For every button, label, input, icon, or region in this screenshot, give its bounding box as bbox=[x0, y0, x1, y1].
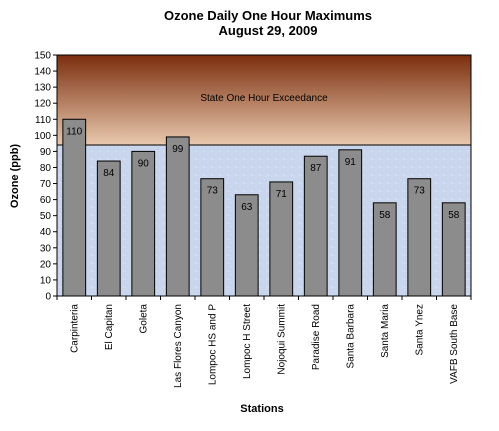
y-tick-label: 110 bbox=[35, 115, 51, 126]
category-label: Lompoc HS and P bbox=[207, 304, 218, 385]
category-label: Lompoc H Street bbox=[242, 304, 253, 379]
category-label: Paradise Road bbox=[311, 304, 322, 370]
category-label: Santa Barbara bbox=[345, 304, 356, 369]
bar-value-label: 58 bbox=[379, 210, 391, 221]
category-label: Goleta bbox=[138, 304, 149, 334]
bar-value-label: 63 bbox=[241, 202, 253, 213]
bar bbox=[407, 178, 432, 297]
bar-value-label: 99 bbox=[172, 144, 184, 155]
category-label: Nojoqui Summit bbox=[276, 304, 287, 375]
exceedance-band bbox=[57, 55, 471, 145]
y-tick-label: 30 bbox=[40, 243, 52, 254]
y-tick-label: 0 bbox=[45, 292, 51, 303]
bar bbox=[303, 155, 328, 297]
bar-value-label: 110 bbox=[66, 126, 82, 137]
bar-value-label: 73 bbox=[207, 186, 219, 197]
y-tick-label: 130 bbox=[34, 83, 51, 94]
y-tick-label: 150 bbox=[34, 51, 51, 62]
bar-value-label: 87 bbox=[310, 163, 322, 174]
category-label: Santa Ynez bbox=[414, 304, 425, 356]
y-tick-label: 20 bbox=[40, 259, 52, 270]
bar-value-label: 90 bbox=[138, 158, 150, 169]
y-tick-label: 60 bbox=[40, 195, 52, 206]
y-tick-label: 90 bbox=[40, 147, 52, 158]
bar bbox=[372, 202, 397, 297]
bar bbox=[200, 178, 225, 297]
y-tick-label: 70 bbox=[40, 179, 52, 190]
plot-area: State One Hour Exceedance 0 10 20 30 40 50 60 70… bbox=[34, 51, 472, 388]
y-tick-label: 100 bbox=[34, 131, 51, 142]
y-tick-label: 10 bbox=[40, 275, 52, 286]
y-tick-label: 40 bbox=[40, 227, 52, 238]
y-tick-label: 140 bbox=[34, 67, 51, 78]
x-axis-title: Stations bbox=[240, 403, 283, 415]
bar bbox=[269, 181, 294, 297]
category-label: El Capitan bbox=[104, 304, 115, 350]
bar bbox=[338, 149, 363, 297]
bar-value-label: 91 bbox=[345, 157, 357, 168]
category-label: Carpinteria bbox=[69, 304, 80, 353]
bar bbox=[131, 150, 156, 297]
bar-value-label: 84 bbox=[103, 168, 115, 179]
chart-title: Ozone Daily One Hour Maximums bbox=[164, 8, 372, 23]
y-tick-label: 120 bbox=[34, 99, 51, 110]
bar bbox=[62, 118, 87, 297]
bar-value-label: 71 bbox=[276, 189, 288, 200]
bar bbox=[165, 136, 190, 297]
category-label: VAFB South Base bbox=[449, 304, 460, 384]
bar-value-label: 73 bbox=[414, 186, 426, 197]
below-threshold-band bbox=[57, 144, 471, 296]
category-label: Santa Maria bbox=[380, 304, 391, 358]
bar bbox=[234, 194, 259, 297]
y-tick-label: 50 bbox=[40, 211, 52, 222]
bar bbox=[96, 160, 121, 297]
y-axis-title: Ozone (ppb) bbox=[9, 144, 21, 208]
y-tick-label: 80 bbox=[40, 163, 52, 174]
bar bbox=[441, 202, 466, 297]
category-label: Las Flores Canyon bbox=[173, 304, 184, 388]
chart-subtitle: August 29, 2009 bbox=[219, 23, 318, 38]
exceedance-label: State One Hour Exceedance bbox=[200, 93, 328, 104]
bar-value-label: 58 bbox=[448, 210, 460, 221]
